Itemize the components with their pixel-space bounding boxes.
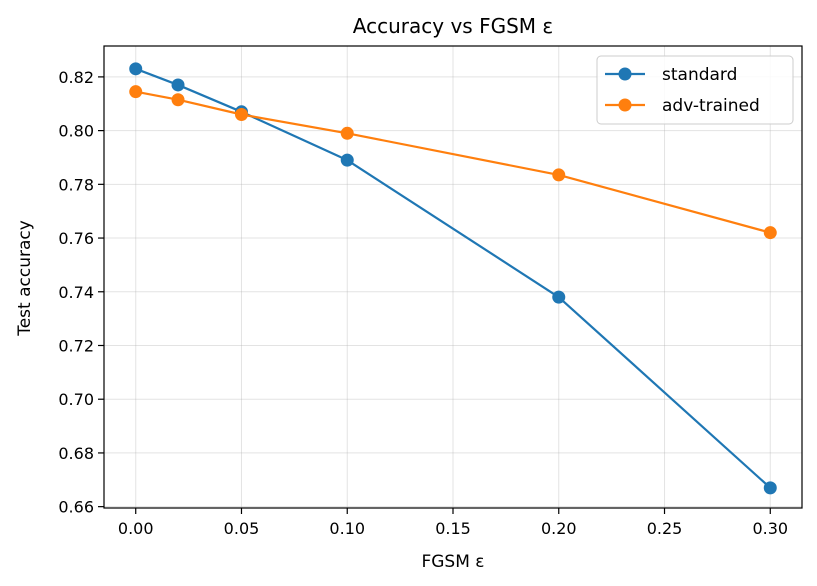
- y-tick-label: 0.68: [58, 444, 94, 463]
- data-point: [234, 107, 248, 121]
- y-tick-label: 0.76: [58, 229, 94, 248]
- series-layer: [129, 62, 777, 495]
- legend-swatch-marker: [618, 67, 632, 81]
- data-point: [129, 62, 143, 76]
- data-point: [171, 93, 185, 107]
- legend-entry: standard: [605, 65, 737, 85]
- x-tick-label: 0.25: [647, 519, 683, 538]
- legend-label: standard: [662, 65, 737, 85]
- data-point: [129, 85, 143, 99]
- data-point: [552, 168, 566, 182]
- y-tick-label: 0.80: [58, 122, 94, 141]
- data-point: [552, 290, 566, 304]
- x-tick-label: 0.20: [541, 519, 577, 538]
- y-tick-label: 0.78: [58, 175, 94, 194]
- x-axis-title: FGSM ε: [421, 552, 484, 572]
- y-tick-label: 0.72: [58, 336, 94, 355]
- data-point: [763, 481, 777, 495]
- data-point: [763, 226, 777, 240]
- axis-ticks: 0.00 0.05 0.10 0.15 0.20 0.25 0.30 0.66 0.68 0.70…: [58, 68, 788, 538]
- data-point: [340, 126, 354, 140]
- legend-entry: adv-trained: [605, 96, 760, 116]
- y-tick-label: 0.82: [58, 68, 94, 87]
- legend-swatch-marker: [618, 98, 632, 112]
- x-tick-label: 0.15: [435, 519, 471, 538]
- x-tick-label: 0.05: [224, 519, 260, 538]
- y-tick-label: 0.66: [58, 498, 94, 517]
- x-tick-label: 0.10: [329, 519, 365, 538]
- data-point: [340, 153, 354, 167]
- series-adv-trained: [129, 85, 777, 240]
- x-tick-label: 0.30: [752, 519, 788, 538]
- data-point: [171, 78, 185, 92]
- series-line: [135, 90, 771, 234]
- x-tick-label: 0.00: [118, 519, 154, 538]
- y-tick-label: 0.74: [58, 283, 94, 302]
- y-axis-title: Test accuracy: [15, 220, 35, 337]
- legend: standard adv-trained: [596, 55, 794, 125]
- series-line: [135, 67, 772, 489]
- chart-title: Accuracy vs FGSM ε: [353, 14, 553, 38]
- legend-label: adv-trained: [662, 96, 760, 116]
- legend-box: [596, 55, 794, 125]
- y-tick-label: 0.70: [58, 390, 94, 409]
